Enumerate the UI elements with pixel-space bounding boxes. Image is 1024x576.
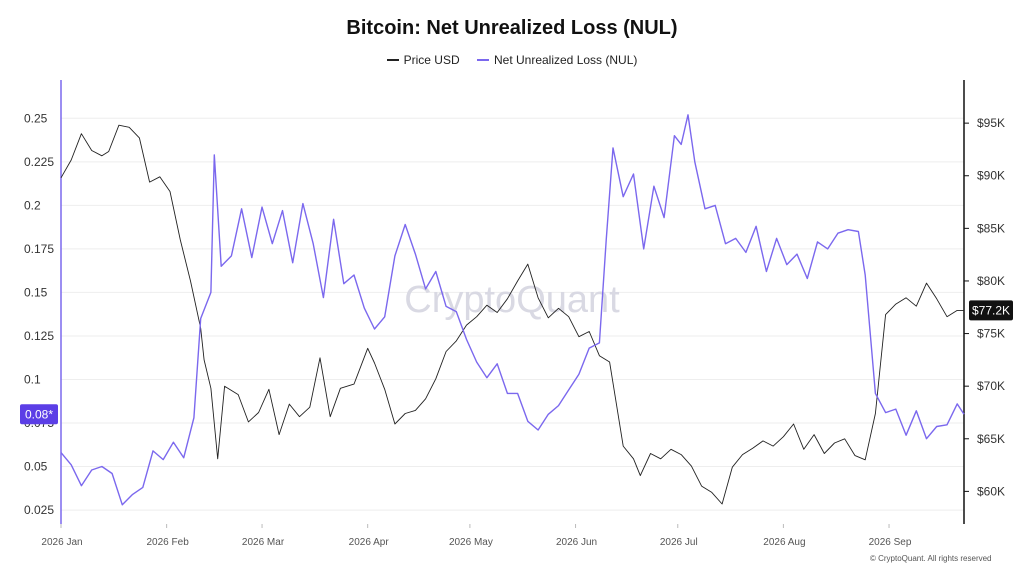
copyright-credit: © CryptoQuant. All rights reserved <box>870 554 992 563</box>
x-tick-label: 2026 Jan <box>41 537 82 548</box>
right-tick-label: $95K <box>977 116 1005 130</box>
legend: Price USD Net Unrealized Loss (NUL) <box>0 50 1024 67</box>
x-axis-ticks: 2026 Jan 2026 Feb 2026 Mar 2026 Apr 2026 May… <box>41 524 912 548</box>
right-tick-label: $70K <box>977 379 1005 393</box>
series-group <box>60 114 965 506</box>
price-current-label: $77.2K <box>972 303 1010 317</box>
left-tick-label: 0.1 <box>24 372 41 386</box>
x-tick-label: 2026 Aug <box>763 537 805 548</box>
left-tick-label: 0.25 <box>24 111 48 125</box>
left-tick-label: 0.2 <box>24 198 41 212</box>
nul-current-badge <box>20 404 58 425</box>
right-tick-label: $60K <box>977 484 1005 498</box>
series-line-nul <box>60 114 965 506</box>
legend-label-nul: Net Unrealized Loss (NUL) <box>493 53 638 67</box>
x-tick-label: 2026 Feb <box>147 537 190 548</box>
x-tick-label: 2026 Apr <box>349 537 390 548</box>
left-axis-ticks: 0.250.2250.20.1750.150.1250.10.0750.050.… <box>24 111 54 517</box>
legend-label-price: Price USD <box>403 53 460 67</box>
right-tick-label: $90K <box>977 169 1005 183</box>
left-tick-label: 0.15 <box>24 285 48 299</box>
left-tick-label: 0.125 <box>24 329 54 343</box>
right-tick-label: $85K <box>977 221 1005 235</box>
x-tick-label: 2026 Sep <box>869 537 912 548</box>
x-tick-label: 2026 May <box>449 537 493 548</box>
legend-item-nul[interactable]: Net Unrealized Loss (NUL) <box>476 53 638 67</box>
legend-item-price[interactable]: Price USD <box>386 53 460 67</box>
chart-title: Bitcoin: Net Unrealized Loss (NUL) <box>346 17 678 39</box>
left-tick-label: 0.225 <box>24 155 54 169</box>
series-line-price <box>60 124 964 505</box>
right-axis-ticks: $95K $90K $85K $80K $75K $70K $65K $60K <box>964 116 1005 498</box>
x-tick-label: 2026 Jun <box>556 537 597 548</box>
left-tick-label: 0.05 <box>24 460 48 474</box>
price-current-badge <box>969 300 1013 321</box>
nul-line-swatch-icon <box>476 59 489 61</box>
x-tick-label: 2026 Jul <box>660 537 698 548</box>
nul-current-label: 0.08* <box>25 407 53 421</box>
watermark: CryptoQuant <box>404 279 620 321</box>
left-tick-label: 0.025 <box>24 503 54 517</box>
value-badges: 0.08* $77.2K <box>20 300 1013 425</box>
right-tick-label: $80K <box>977 274 1005 288</box>
left-tick-label: 0.175 <box>24 242 54 256</box>
x-tick-label: 2026 Mar <box>242 537 285 548</box>
right-tick-label: $65K <box>977 432 1005 446</box>
price-line-swatch-icon <box>386 59 399 61</box>
right-tick-label: $75K <box>977 327 1005 341</box>
